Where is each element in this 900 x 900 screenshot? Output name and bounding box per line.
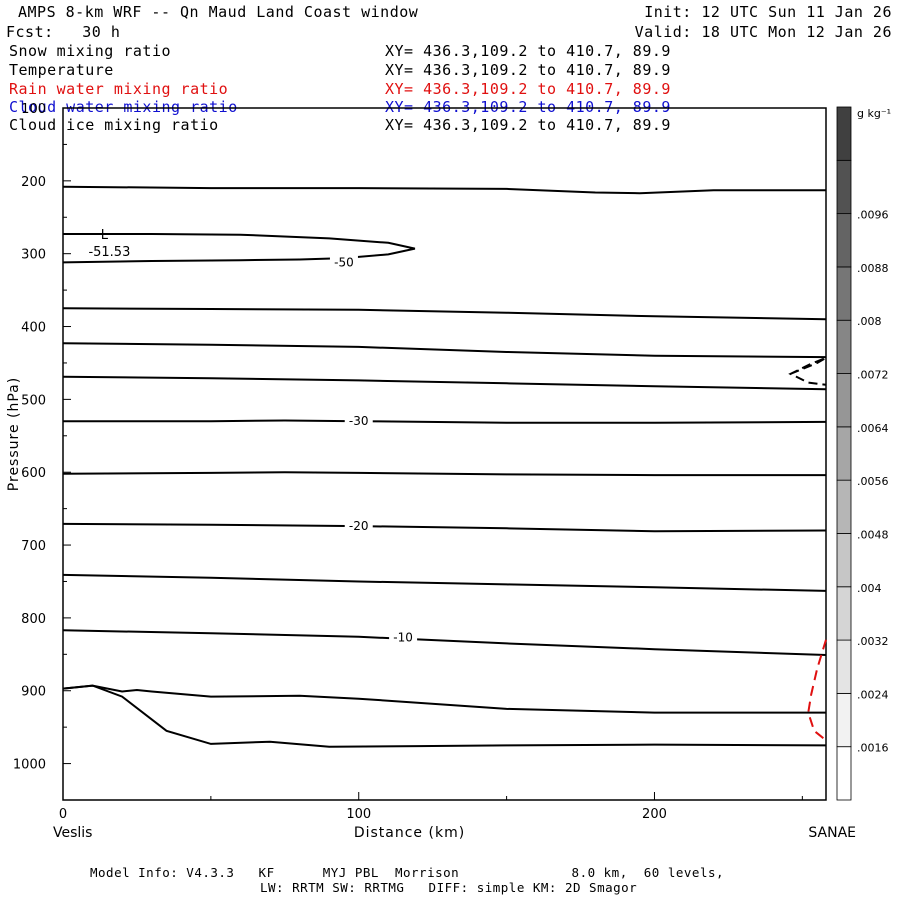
field-name-temperature: Temperature — [9, 61, 114, 79]
plot-frame — [62, 107, 827, 801]
low-center-marker: L — [101, 228, 109, 243]
colorbar-tick-label: .0032 — [857, 635, 889, 648]
colorbar-unit: g kg⁻¹ — [857, 107, 891, 120]
x-axis-label: Distance (km) — [354, 825, 465, 841]
colorbar-segment — [836, 639, 852, 694]
isotherm-iso-4 — [62, 342, 827, 359]
valid-time: Valid: 18 UTC Mon 12 Jan 26 — [634, 23, 892, 41]
colorbar-segment — [836, 479, 852, 534]
field-xy-rain: XY= 436.3,109.2 to 410.7, 89.9 — [385, 80, 671, 98]
chart-title: AMPS 8-km WRF -- Qn Maud Land Coast wind… — [18, 3, 419, 21]
colorbar-segment — [836, 213, 852, 268]
contour-label-bg — [389, 629, 418, 644]
contour-label: -50 — [334, 255, 354, 269]
y-tick-label-300: 300 — [21, 248, 46, 263]
x-tick-label-0: 0 — [59, 807, 67, 822]
y-tick-label-200: 200 — [21, 175, 46, 190]
y-tick-label-500: 500 — [21, 393, 46, 408]
left-endpoint-label: Veslis — [53, 825, 92, 841]
cloud-ice-contour — [788, 356, 827, 386]
colorbar-segment — [836, 106, 852, 161]
isotherm-iso-8 — [62, 522, 827, 533]
isotherm-iso-10 — [62, 629, 827, 656]
isotherm-iso-1 — [62, 185, 826, 195]
rain-water-contour — [807, 639, 827, 742]
colorbar-segment — [836, 533, 852, 588]
y-tick-label-800: 800 — [21, 612, 46, 627]
y-tick-label-900: 900 — [21, 685, 46, 700]
right-endpoint-label: SANAE — [808, 825, 856, 841]
colorbar-segment — [836, 692, 852, 748]
x-tick-label-200: 200 — [642, 807, 667, 822]
field-xy-cloud-ice: XY= 436.3,109.2 to 410.7, 89.9 — [385, 116, 671, 134]
y-tick-label-600: 600 — [21, 466, 46, 481]
field-name-snow: Snow mixing ratio — [9, 42, 172, 60]
colorbar-segment — [836, 586, 852, 641]
contour-label-bg — [329, 254, 358, 269]
init-time: Init: 12 UTC Sun 11 Jan 26 — [644, 3, 892, 21]
field-xy-snow: XY= 436.3,109.2 to 410.7, 89.9 — [385, 42, 671, 60]
colorbar-tick-label: .0024 — [857, 688, 889, 701]
colorbar-segment — [836, 159, 852, 215]
y-tick-label-1000: 1000 — [13, 758, 46, 773]
y-tick-label-400: 400 — [21, 321, 46, 336]
colorbar-segment — [836, 266, 852, 321]
contour-label-bg — [344, 518, 373, 533]
colorbar-tick-label: .0096 — [857, 209, 889, 222]
isotherm-iso-6 — [63, 419, 827, 424]
contour-label: -10 — [393, 631, 413, 645]
contour-label: -20 — [349, 519, 369, 533]
y-axis-label: Pressure (hPa) — [6, 377, 22, 491]
field-xy-temperature: XY= 436.3,109.2 to 410.7, 89.9 — [385, 61, 671, 79]
colorbar-segment — [836, 746, 852, 801]
colorbar-tick-label: .0016 — [857, 742, 889, 755]
forecast-hour: Fcst: 30 h — [6, 23, 121, 41]
field-name-cloud-ice: Cloud ice mixing ratio — [9, 116, 219, 134]
contour-label: -30 — [349, 414, 369, 428]
x-tick-label-100: 100 — [346, 807, 371, 822]
low-center-value: -51.53 — [88, 245, 130, 260]
field-name-cloud-water: Cloud water mixing ratio — [9, 98, 238, 116]
isotherm-iso-12 — [62, 684, 827, 748]
isotherm-iso-5 — [62, 375, 827, 391]
isotherm-iso-11 — [62, 684, 826, 714]
field-name-rain: Rain water mixing ratio — [9, 80, 229, 98]
isotherm-iso-3 — [62, 307, 827, 321]
isotherm-iso-2 — [62, 233, 416, 264]
colorbar-tick-label: .004 — [857, 582, 882, 595]
colorbar-tick-label: .008 — [857, 315, 882, 328]
colorbar-tick-label: .0056 — [857, 475, 889, 488]
contour-label-bg — [344, 413, 373, 428]
colorbar-segment — [836, 426, 852, 481]
colorbar-segment — [836, 373, 852, 428]
y-tick-label-100: 100 — [21, 102, 46, 117]
isotherm-iso-7 — [62, 471, 826, 477]
colorbar-segment — [836, 319, 852, 374]
colorbar-tick-label: .0088 — [857, 262, 889, 275]
field-xy-cloud-water: XY= 436.3,109.2 to 410.7, 89.9 — [385, 98, 671, 116]
isotherm-iso-9 — [62, 573, 827, 592]
footer-physics-info: LW: RRTM SW: RRTMG DIFF: simple KM: 2D S… — [260, 880, 638, 895]
colorbar-tick-label: .0048 — [857, 528, 889, 541]
footer-model-info: Model Info: V4.3.3 KF MYJ PBL Morrison 8… — [90, 865, 725, 880]
colorbar-tick-label: .0064 — [857, 422, 889, 435]
colorbar-tick-label: .0072 — [857, 369, 889, 382]
y-tick-label-700: 700 — [21, 539, 46, 554]
